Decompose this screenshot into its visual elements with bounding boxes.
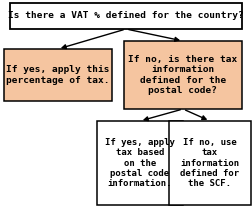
Text: Is there a VAT % defined for the country?: Is there a VAT % defined for the country… [8,11,244,21]
FancyBboxPatch shape [124,41,242,109]
FancyBboxPatch shape [4,49,112,101]
Text: If yes, apply this
percentage of tax.: If yes, apply this percentage of tax. [6,65,110,85]
FancyBboxPatch shape [10,3,242,29]
FancyBboxPatch shape [97,121,183,205]
Text: If yes, apply
tax based
on the
postal code
information.: If yes, apply tax based on the postal co… [105,138,175,188]
FancyBboxPatch shape [169,121,251,205]
Text: If no, use
tax
information
defined for
the SCF.: If no, use tax information defined for t… [180,138,240,188]
Text: If no, is there tax
information
defined for the
postal code?: If no, is there tax information defined … [128,55,238,95]
